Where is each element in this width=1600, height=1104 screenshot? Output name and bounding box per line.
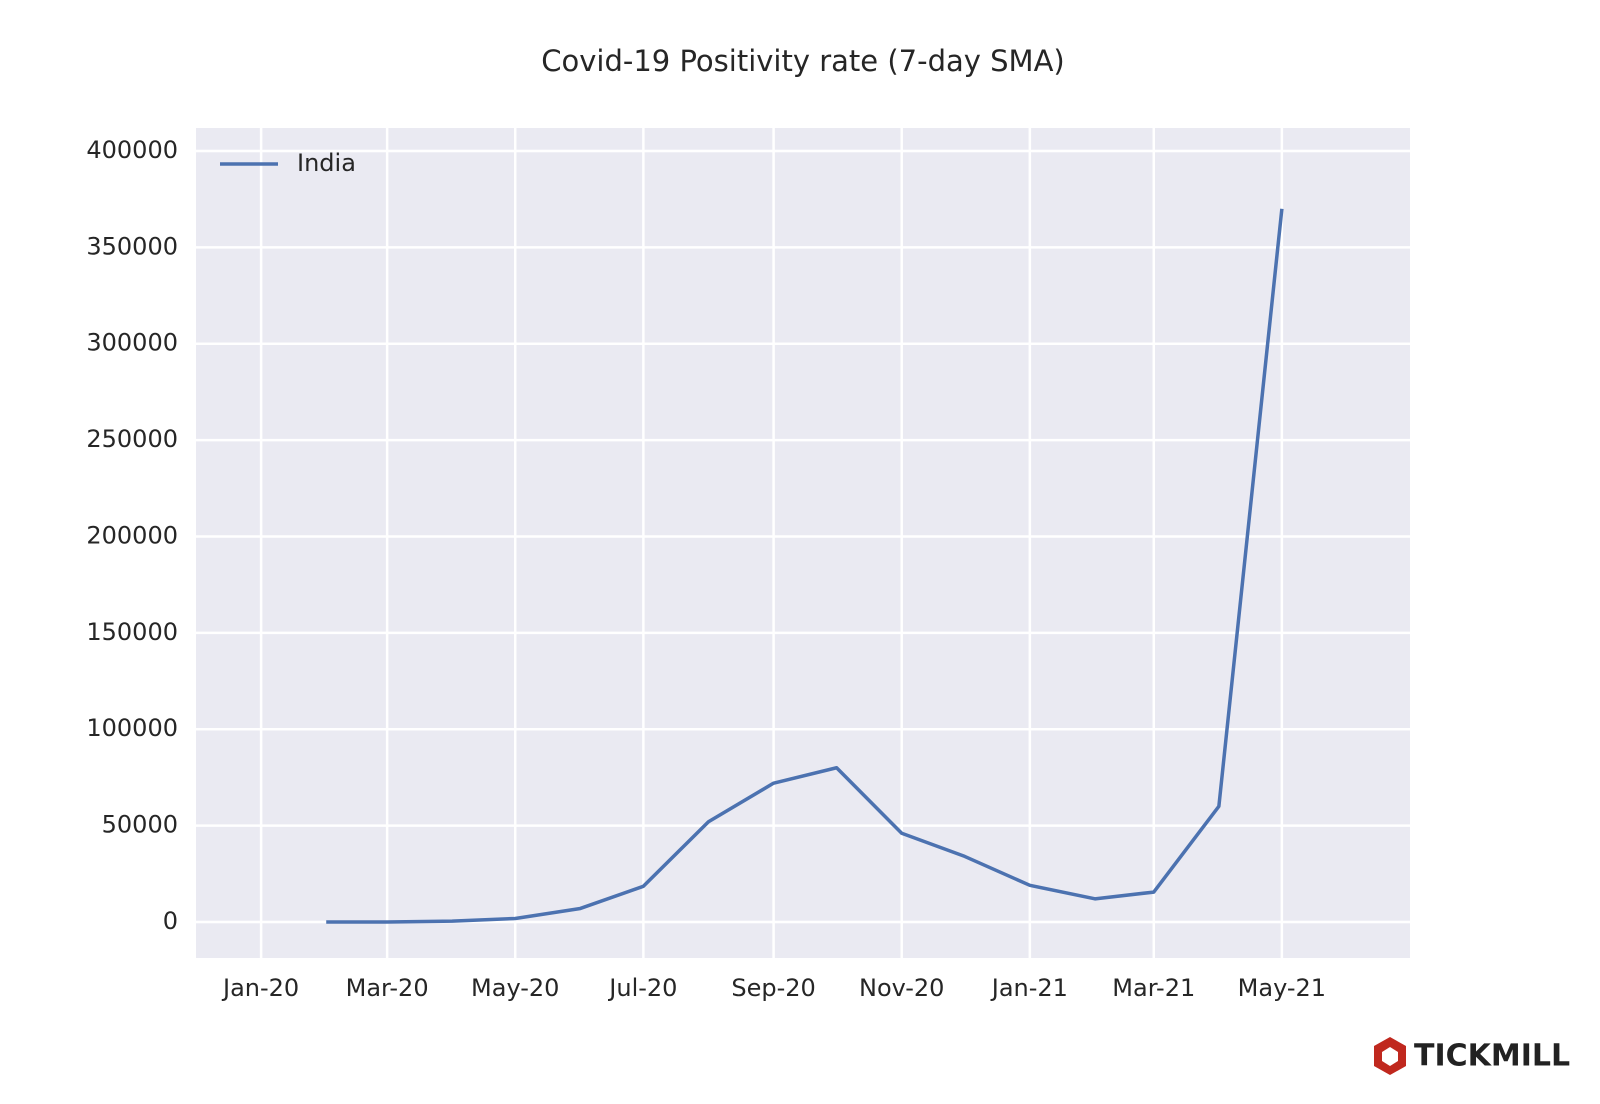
x-tick-label: Jan-21 <box>990 974 1068 1002</box>
y-tick-label: 350000 <box>86 232 178 260</box>
x-tick-label: Mar-20 <box>346 974 429 1002</box>
x-tick-label: Jan-20 <box>221 974 299 1002</box>
legend-label: India <box>297 149 356 177</box>
x-tick-label: May-21 <box>1238 974 1326 1002</box>
logo: TICKMILL <box>1374 1037 1570 1075</box>
watermark: TICKMILL <box>1414 1039 1570 1074</box>
x-tick-label: Jul-20 <box>607 974 677 1002</box>
y-tick-label: 0 <box>163 907 178 935</box>
y-tick-label: 250000 <box>86 425 178 453</box>
y-tick-label: 50000 <box>102 811 178 839</box>
x-tick-label: Nov-20 <box>859 974 944 1002</box>
y-tick-label: 200000 <box>86 521 178 549</box>
x-tick-label: May-20 <box>471 974 559 1002</box>
data-line <box>326 208 1284 924</box>
x-tick-label: Sep-20 <box>731 974 815 1002</box>
chart-title: Covid-19 Positivity rate (7-day SMA) <box>541 44 1064 78</box>
x-tick-label: Mar-21 <box>1112 974 1195 1002</box>
y-tick-label: 100000 <box>86 714 178 742</box>
y-tick-label: 300000 <box>86 329 178 357</box>
y-tick-label: 400000 <box>86 136 178 164</box>
y-tick-label: 150000 <box>86 618 178 646</box>
plot-area <box>196 128 1410 958</box>
